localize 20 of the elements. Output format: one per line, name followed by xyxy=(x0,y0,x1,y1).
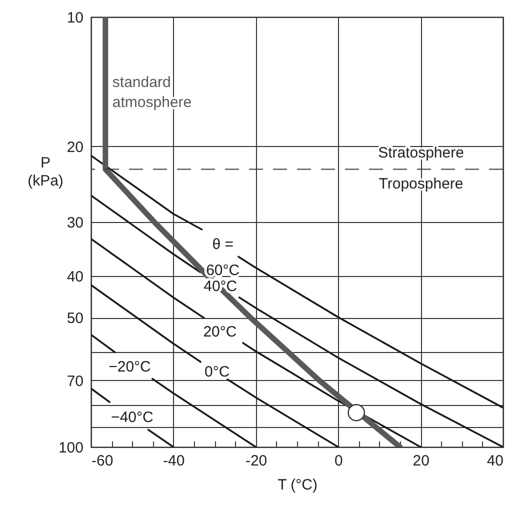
series-label: 0°C xyxy=(204,364,230,381)
y-tick-label: 50 xyxy=(66,310,84,328)
x-axis-title: T (°C) xyxy=(278,476,318,494)
x-tick-label: -20 xyxy=(245,452,268,470)
y-axis-title: P (kPa) xyxy=(28,154,64,190)
y-tick-label: 100 xyxy=(58,440,84,456)
series-label: 20°C xyxy=(203,323,237,340)
series-label: θ = 60°C xyxy=(206,236,240,280)
x-tick-label: -40 xyxy=(163,452,185,470)
series-label: −20°C xyxy=(108,358,152,376)
y-tick-label: 70 xyxy=(66,372,84,390)
x-tick-label: -60 xyxy=(92,452,114,470)
x-tick-label: 0 xyxy=(334,452,343,470)
series-label: −40°C xyxy=(111,408,154,426)
y-tick-label: 10 xyxy=(66,10,84,26)
x-tick-label: 20 xyxy=(412,452,430,470)
y-tick-label: 40 xyxy=(66,268,84,286)
y-tick-label: 30 xyxy=(66,214,84,232)
x-tick-label: 40 xyxy=(486,452,504,470)
y-tick-label: 20 xyxy=(66,138,84,156)
